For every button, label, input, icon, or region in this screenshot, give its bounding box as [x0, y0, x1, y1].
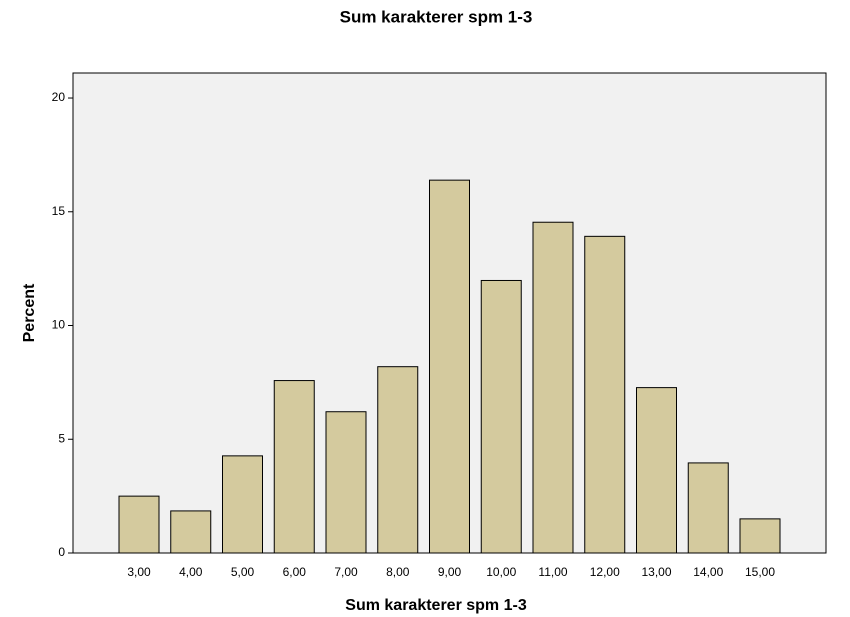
x-tick-label: 15,00	[745, 565, 775, 579]
bar	[636, 387, 677, 554]
x-tick-label: 5,00	[231, 565, 255, 579]
y-tick-label: 0	[58, 545, 65, 559]
bar	[377, 366, 419, 554]
x-tick-label: 10,00	[486, 565, 516, 579]
bar	[532, 221, 574, 554]
bar	[118, 495, 160, 554]
y-tick-label: 20	[52, 90, 66, 104]
x-tick-label: 9,00	[438, 565, 462, 579]
bar	[273, 380, 315, 554]
x-tick-label: 4,00	[179, 565, 203, 579]
y-tick-label: 10	[52, 318, 66, 332]
x-tick-label: 14,00	[693, 565, 723, 579]
bar	[429, 179, 470, 554]
bar	[170, 510, 212, 554]
x-axis-label: Sum karakterer spm 1-3	[345, 597, 527, 614]
bar	[739, 518, 781, 554]
y-axis-label: Percent	[21, 283, 38, 342]
y-tick-label: 5	[58, 431, 65, 445]
bar	[325, 411, 367, 554]
x-tick-label: 7,00	[334, 565, 358, 579]
x-tick-label: 6,00	[283, 565, 307, 579]
bar	[480, 279, 522, 554]
x-tick-label: 8,00	[386, 565, 410, 579]
x-tick-label: 13,00	[641, 565, 671, 579]
bar	[222, 455, 263, 554]
x-tick-label: 11,00	[538, 565, 567, 579]
x-tick-label: 12,00	[590, 565, 620, 579]
bar	[687, 462, 729, 554]
x-tick-label: 3,00	[127, 565, 151, 579]
y-tick-label: 15	[52, 204, 66, 218]
chart-title: Sum karakterer spm 1-3	[340, 7, 533, 26]
bar	[584, 235, 626, 554]
